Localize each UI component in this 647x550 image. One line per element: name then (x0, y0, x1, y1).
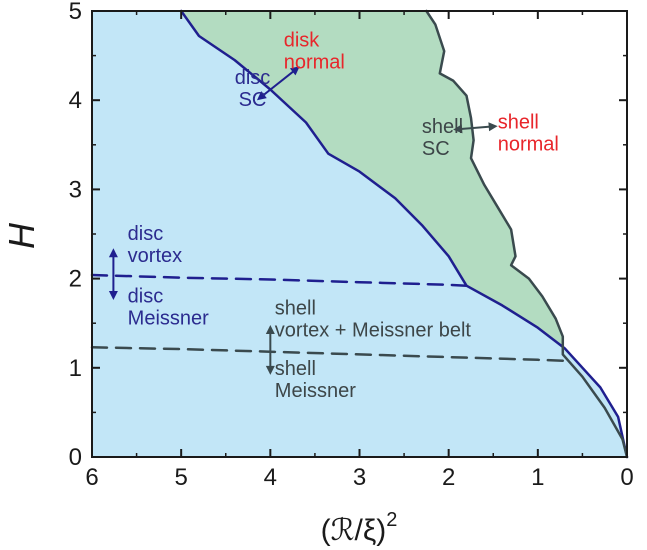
arrow-head-3-a (265, 365, 275, 375)
arrow-shaft-0 (261, 69, 296, 98)
annotation-arrows (108, 66, 498, 375)
arrow-head-0-a (289, 66, 300, 76)
phase-boundary-1 (425, 9, 629, 459)
region-label-4-line-1: vortex (128, 245, 182, 267)
x-tick-label-5: 1 (531, 464, 544, 491)
arrow-head-1-b (453, 124, 463, 134)
region-label-0-line-0: disk (284, 30, 321, 52)
region-label-2-line-0: shell (422, 116, 463, 138)
x-tick-label-6: 0 (620, 464, 633, 491)
x-axis-title-exponent: 2 (386, 509, 397, 531)
region-label-1-line-1: SC (239, 89, 267, 111)
arrow-head-2-b (108, 248, 118, 258)
disc-sc-region (92, 11, 627, 457)
region-label-6-line-0: shell (275, 297, 316, 319)
x-tick-label-2: 4 (264, 464, 277, 491)
x-tick-label-4: 2 (442, 464, 455, 491)
arrow-head-3-b (265, 324, 275, 334)
region-label-0: disk normal (284, 30, 345, 74)
y-tick-label-5: 5 (69, 0, 82, 25)
region-label-3: shell normal (498, 112, 559, 156)
region-label-1: disc SC (235, 67, 271, 111)
region-label-1-line-0: disc (235, 67, 271, 89)
axes: 6 5 4 3 2 1 0 0 1 2 3 4 5 (69, 0, 634, 491)
region-label-0-line-1: normal (284, 52, 345, 74)
shell-sc-region (181, 11, 565, 355)
region-label-4-line-0: disc (128, 223, 164, 245)
x-tick-label-1: 5 (174, 464, 187, 491)
x-tick-label-0: 6 (85, 464, 98, 491)
region-label-7-line-1: Meissner (275, 380, 356, 402)
y-axis-title: H (1, 222, 42, 249)
y-tick-label-3: 3 (69, 176, 82, 203)
region-label-2: shell SC (422, 116, 463, 160)
y-tick-label-4: 4 (69, 87, 82, 114)
phase-regions (92, 11, 627, 457)
region-label-6-line-1: vortex + Meissner belt (275, 319, 472, 341)
region-label-6: shell vortex + Meissner belt (275, 297, 472, 341)
y-tick-label-2: 2 (69, 266, 82, 293)
y-tick-label-0: 0 (69, 444, 82, 471)
dashed-boundary-2 (90, 273, 468, 287)
phase-boundaries (90, 9, 629, 459)
region-label-7: shell Meissner (275, 358, 356, 402)
region-label-3-line-1: normal (498, 134, 559, 156)
region-label-2-line-1: SC (422, 138, 450, 160)
x-tick-label-3: 3 (353, 464, 366, 491)
region-label-5: disc Meissner (128, 286, 209, 330)
x-axis-title-base: (ℛ/ξ) (321, 514, 387, 547)
x-axis-title: (ℛ/ξ)2 (321, 509, 398, 547)
arrow-head-2-a (108, 291, 118, 301)
arrow-shaft-1 (459, 125, 492, 131)
region-label-5-line-1: Meissner (128, 308, 209, 330)
y-tick-label-1: 1 (69, 355, 82, 382)
arrow-head-1-a (488, 122, 498, 132)
phase-boundary-0 (179, 9, 629, 459)
dashed-boundary-3 (90, 346, 565, 362)
region-label-7-line-0: shell (275, 358, 316, 380)
region-label-3-line-0: shell (498, 112, 539, 134)
arrow-head-0-b (256, 91, 267, 101)
region-label-4: disc vortex (128, 223, 182, 267)
region-label-5-line-0: disc (128, 286, 164, 308)
